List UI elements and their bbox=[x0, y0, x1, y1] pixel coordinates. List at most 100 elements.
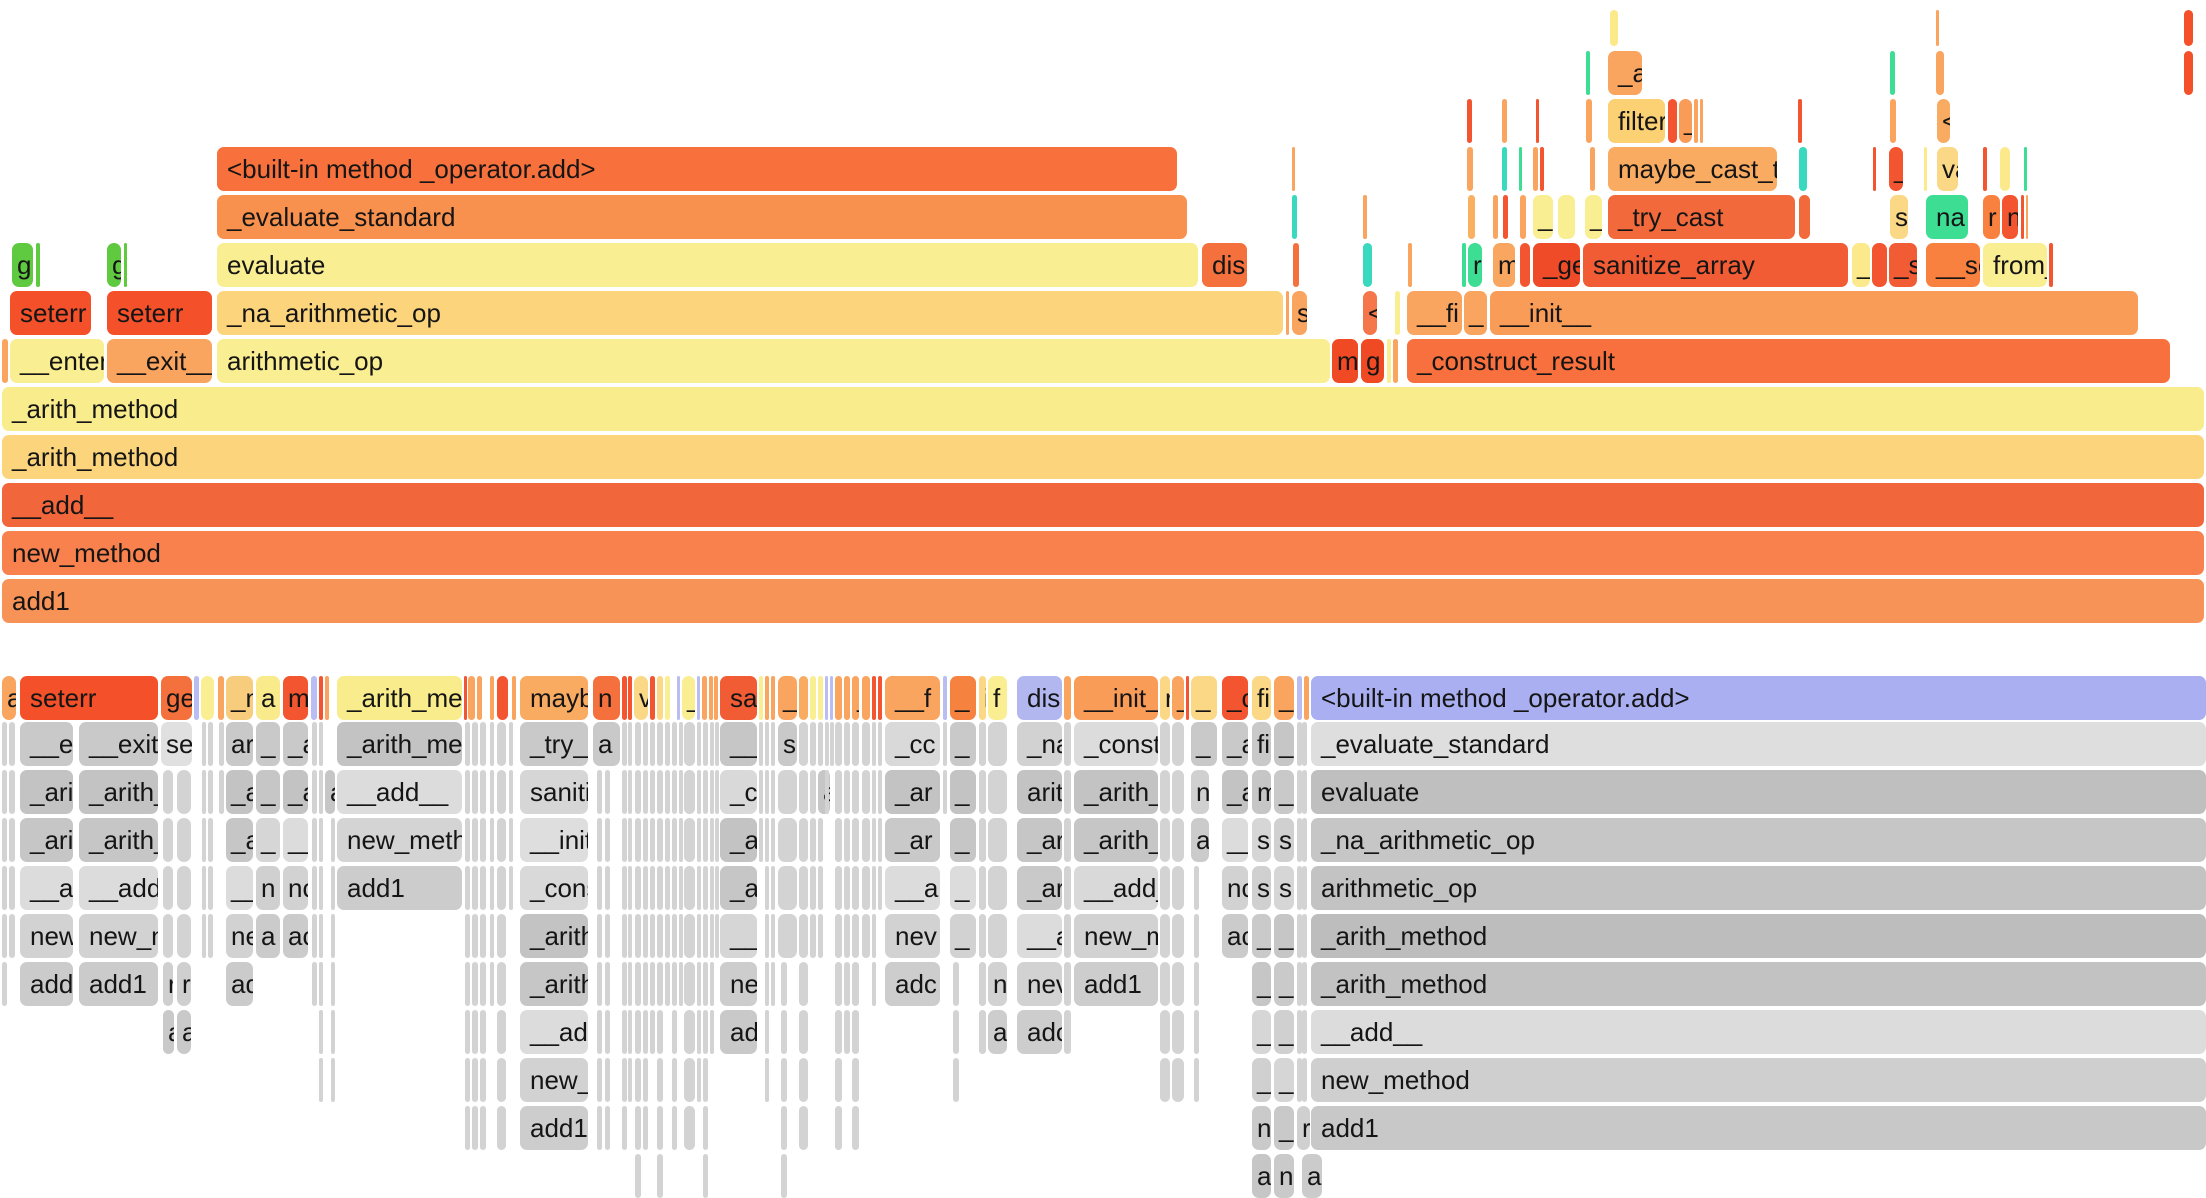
caller-sliver[interactable] bbox=[872, 770, 876, 814]
frame-sliver[interactable] bbox=[1890, 51, 1895, 95]
caller-cell[interactable]: _ bbox=[950, 866, 976, 910]
caller-cell[interactable]: add1 bbox=[1311, 1106, 2206, 1150]
caller-sliver[interactable] bbox=[697, 1058, 701, 1102]
caller-sliver[interactable] bbox=[497, 1010, 506, 1054]
caller-sliver[interactable] bbox=[319, 818, 323, 862]
frame-bar[interactable]: s bbox=[1292, 291, 1307, 335]
caller-sliver[interactable] bbox=[657, 866, 663, 910]
frame-sliver[interactable] bbox=[2026, 195, 2028, 239]
frame-bar[interactable]: m bbox=[1493, 243, 1515, 287]
caller-cell[interactable]: _cc bbox=[885, 722, 940, 766]
caller-header-bar[interactable]: _n bbox=[226, 676, 253, 720]
frame-bar[interactable]: _ bbox=[1889, 147, 1903, 191]
caller-sliver[interactable] bbox=[835, 818, 842, 862]
frame-sliver[interactable] bbox=[1799, 195, 1810, 239]
caller-cell[interactable]: s bbox=[778, 722, 797, 766]
frame-sliver[interactable] bbox=[1363, 243, 1372, 287]
caller-sliver[interactable] bbox=[331, 866, 335, 910]
caller-header-sliver[interactable] bbox=[830, 676, 833, 720]
caller-sliver[interactable] bbox=[672, 1010, 677, 1054]
caller-sliver[interactable] bbox=[765, 1058, 769, 1102]
frame-bar[interactable]: na bbox=[1926, 195, 1968, 239]
caller-sliver[interactable] bbox=[765, 1010, 769, 1054]
caller-sliver[interactable] bbox=[480, 914, 486, 958]
caller-sliver[interactable] bbox=[1064, 770, 1071, 814]
caller-sliver[interactable] bbox=[765, 770, 769, 814]
caller-sliver[interactable] bbox=[862, 722, 870, 766]
caller-sliver[interactable] bbox=[835, 770, 842, 814]
caller-sliver[interactable] bbox=[1297, 1010, 1302, 1054]
caller-cell[interactable]: se bbox=[161, 722, 192, 766]
caller-sliver[interactable] bbox=[643, 1010, 648, 1054]
caller-sliver[interactable] bbox=[703, 1154, 708, 1198]
caller-sliver[interactable] bbox=[799, 962, 808, 1006]
caller-sliver[interactable] bbox=[852, 914, 859, 958]
caller-header-sliver[interactable] bbox=[677, 676, 680, 720]
caller-sliver[interactable] bbox=[202, 770, 206, 814]
caller-cell[interactable]: __ bbox=[720, 722, 757, 766]
caller-sliver[interactable] bbox=[943, 770, 947, 814]
caller-sliver[interactable] bbox=[862, 866, 870, 910]
caller-sliver[interactable] bbox=[979, 1010, 986, 1054]
frame-bar[interactable]: _evaluate_standard bbox=[217, 195, 1187, 239]
frame-sliver[interactable] bbox=[124, 243, 127, 287]
caller-cell[interactable]: _a bbox=[226, 770, 253, 814]
caller-cell[interactable]: a bbox=[325, 770, 335, 814]
caller-header-bar[interactable]: _ bbox=[852, 676, 859, 720]
caller-cell[interactable]: _cons bbox=[520, 866, 588, 910]
caller-sliver[interactable] bbox=[1302, 1010, 1307, 1054]
caller-sliver[interactable] bbox=[778, 770, 797, 814]
caller-sliver[interactable] bbox=[509, 818, 513, 862]
caller-sliver[interactable] bbox=[765, 914, 769, 958]
caller-sliver[interactable] bbox=[715, 866, 719, 910]
frame-bar[interactable]: n bbox=[2002, 195, 2018, 239]
caller-header-sliver[interactable] bbox=[468, 676, 475, 720]
caller-sliver[interactable] bbox=[810, 770, 816, 814]
caller-sliver[interactable] bbox=[835, 1058, 842, 1102]
caller-sliver[interactable] bbox=[597, 770, 602, 814]
caller-sliver[interactable] bbox=[852, 962, 859, 1006]
caller-sliver[interactable] bbox=[684, 1010, 695, 1054]
caller-sliver[interactable] bbox=[1064, 914, 1071, 958]
caller-cell[interactable]: _ar bbox=[1017, 818, 1062, 862]
caller-sliver[interactable] bbox=[312, 722, 317, 766]
caller-sliver[interactable] bbox=[765, 722, 769, 766]
caller-header-bar[interactable]: v bbox=[634, 676, 648, 720]
caller-sliver[interactable] bbox=[679, 962, 683, 1006]
caller-sliver[interactable] bbox=[643, 770, 648, 814]
caller-sliver[interactable] bbox=[703, 1010, 708, 1054]
caller-sliver[interactable] bbox=[643, 1106, 648, 1150]
caller-sliver[interactable] bbox=[312, 914, 317, 958]
caller-sliver[interactable] bbox=[1064, 866, 1071, 910]
caller-sliver[interactable] bbox=[2, 866, 7, 910]
caller-header-bar[interactable]: <built-in method _operator.add> bbox=[1311, 676, 2206, 720]
caller-sliver[interactable] bbox=[635, 866, 641, 910]
caller-cell[interactable]: nev bbox=[885, 914, 940, 958]
caller-sliver[interactable] bbox=[480, 1058, 486, 1102]
caller-cell[interactable]: __exit_ bbox=[79, 722, 158, 766]
caller-header-bar[interactable]: _ bbox=[1191, 676, 1217, 720]
caller-header-sliver[interactable] bbox=[477, 676, 482, 720]
caller-sliver[interactable] bbox=[472, 1010, 478, 1054]
caller-cell[interactable]: r bbox=[177, 962, 191, 1006]
caller-header-sliver[interactable] bbox=[759, 676, 763, 720]
frame-sliver[interactable] bbox=[1983, 147, 1987, 191]
caller-sliver[interactable] bbox=[1194, 914, 1199, 958]
caller-cell[interactable]: _a bbox=[283, 722, 308, 766]
caller-cell[interactable]: ari bbox=[226, 722, 253, 766]
caller-header-sliver[interactable] bbox=[799, 676, 808, 720]
frame-bar[interactable]: filter bbox=[1608, 99, 1665, 143]
caller-cell[interactable]: new_meth bbox=[337, 818, 462, 862]
caller-sliver[interactable] bbox=[799, 1106, 808, 1150]
caller-sliver[interactable] bbox=[715, 818, 719, 862]
caller-cell[interactable]: s bbox=[1274, 818, 1294, 862]
frame-bar[interactable]: _try_cast bbox=[1608, 195, 1795, 239]
caller-sliver[interactable] bbox=[684, 1106, 695, 1150]
caller-cell[interactable]: _ bbox=[1191, 722, 1217, 766]
caller-sliver[interactable] bbox=[465, 914, 470, 958]
frame-bar[interactable]: __fi bbox=[1407, 291, 1462, 335]
caller-sliver[interactable] bbox=[759, 818, 763, 862]
caller-sliver[interactable] bbox=[635, 914, 641, 958]
caller-sliver[interactable] bbox=[1297, 818, 1302, 862]
caller-sliver[interactable] bbox=[781, 1010, 787, 1054]
